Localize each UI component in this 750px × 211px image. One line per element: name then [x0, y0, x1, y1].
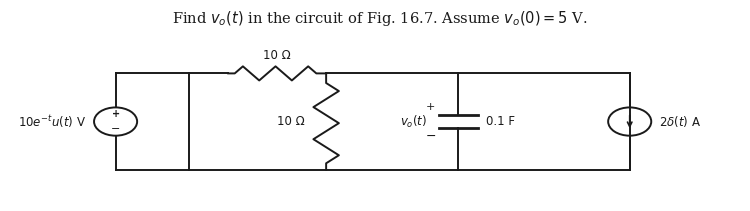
Text: +: + — [112, 109, 120, 119]
Text: −: − — [426, 130, 436, 143]
Text: +: + — [426, 102, 436, 112]
Text: 0.1 F: 0.1 F — [486, 115, 514, 128]
Text: $10e^{-t}u(t)$ V: $10e^{-t}u(t)$ V — [18, 113, 86, 130]
Text: 10 Ω: 10 Ω — [263, 49, 291, 62]
Text: Find $v_o(t)$ in the circuit of Fig. 16.7. Assume $v_o(0) = 5$ V.: Find $v_o(t)$ in the circuit of Fig. 16.… — [172, 9, 588, 28]
Text: −: − — [111, 124, 120, 134]
Text: $v_o(t)$: $v_o(t)$ — [400, 114, 427, 130]
Text: $2\delta(t)$ A: $2\delta(t)$ A — [659, 114, 701, 129]
Text: 10 Ω: 10 Ω — [277, 115, 304, 128]
